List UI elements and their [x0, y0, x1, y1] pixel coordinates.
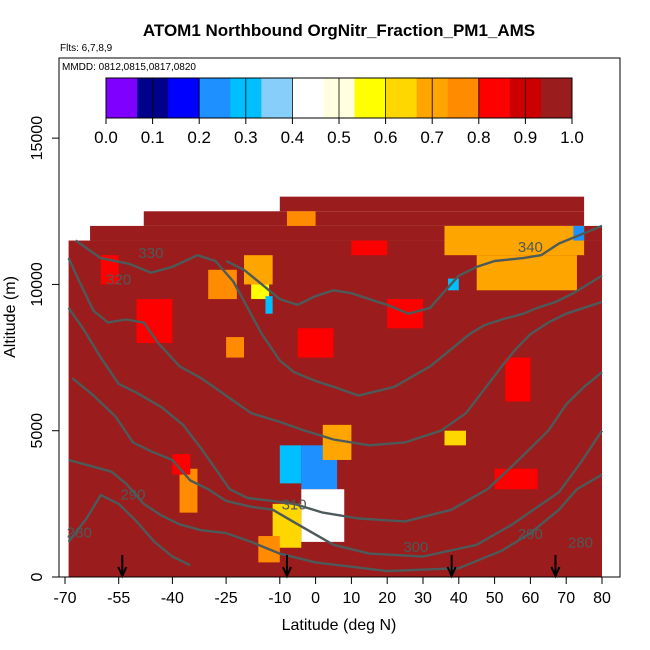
flight-marker-arrow-2: [446, 566, 457, 579]
x-tick-label-10: 50: [486, 590, 504, 607]
data-patch-18: [573, 225, 585, 241]
x-tick-label-12: 70: [557, 590, 575, 607]
colorbar-segment-11: [447, 78, 480, 118]
data-patches: [100, 211, 585, 563]
colorbar: 0.0 0.1 0.2 0.3 0.4 0.5 0.6 0.7 0.8 0.9 1.0: [94, 77, 584, 147]
data-patch-19: [448, 278, 459, 291]
colorbar-tick-label-6: 0.6: [374, 128, 398, 147]
data-region-2: [143, 211, 585, 226]
x-tick-label-6: 10: [343, 590, 361, 607]
contour-lines: [67, 224, 603, 573]
contour-label-1: 290: [121, 486, 146, 503]
contour-label-8: 280: [568, 535, 593, 552]
colorbar-segment-14: [540, 78, 573, 118]
data-region-3: [279, 196, 585, 212]
contour-label-0: 280: [67, 525, 92, 542]
colorbar-segment-0: [106, 78, 138, 118]
colorbar-tick-label-1: 0.1: [141, 128, 165, 147]
plot-frame: [58, 57, 621, 578]
x-tick-label-11: 60: [522, 590, 540, 607]
y-tick-label-3: 15000: [29, 116, 46, 161]
colorbar-tick-label-10: 1.0: [560, 128, 584, 147]
colorbar-segment-5: [261, 78, 293, 118]
data-patch-23: [387, 299, 423, 329]
x-tick-label-8: 30: [414, 590, 432, 607]
colorbar-tick-label-0: 0.0: [94, 128, 118, 147]
colorbar-segment-12: [478, 78, 511, 118]
colorbar-tick-label-4: 0.4: [281, 128, 305, 147]
contour-290: [68, 458, 603, 573]
x-tick-label-0: -70: [53, 590, 76, 607]
colorbar-tick-label-2: 0.2: [187, 128, 211, 147]
x-axis-label: Latitude (deg N): [282, 617, 397, 634]
contour-300: [71, 377, 603, 558]
colorbar-tick-label-9: 0.9: [514, 128, 538, 147]
colorbar-tick-label-8: 0.8: [467, 128, 491, 147]
plot-area: 280 290 300 310 320 330 340 290 280: [67, 196, 603, 577]
data-patch-11: [244, 255, 273, 285]
x-tick-label-7: 20: [378, 590, 396, 607]
colorbar-tick-label-3: 0.3: [234, 128, 258, 147]
data-patch-0: [179, 468, 198, 513]
contour-label-5: 330: [138, 245, 163, 262]
x-tick-label-13: 80: [593, 590, 611, 607]
contour-label-6: 340: [518, 239, 543, 256]
data-patch-15: [286, 211, 316, 226]
data-patch-2: [279, 445, 302, 484]
y-tick-label-2: 10000: [29, 262, 46, 307]
data-patch-1: [172, 454, 191, 475]
flight-marker-arrow-1: [282, 566, 292, 579]
colorbar-segment-3: [199, 78, 231, 118]
flight-marker-arrow-3: [550, 566, 561, 579]
data-patch-20: [136, 299, 173, 343]
contour-320: [67, 257, 603, 447]
contour-label-7: 290: [518, 526, 543, 543]
data-patch-10: [444, 430, 466, 446]
contour-label-2: 300: [403, 539, 428, 556]
chart-title: ATOM1 Northbound OrgNitr_Fraction_PM1_AM…: [143, 21, 535, 40]
data-patch-17: [476, 255, 577, 291]
contour-280: [67, 493, 191, 567]
data-patch-14: [226, 337, 244, 358]
data-patch-25: [351, 240, 388, 256]
x-axis: -70 -55 -40 -25 -10 0 10 20 30 40 50 60 70 80: [53, 577, 611, 607]
colorbar-segment-9: [385, 78, 418, 118]
x-tick-label-9: 40: [450, 590, 468, 607]
data-patch-16: [444, 225, 585, 256]
y-tick-label-1: 5000: [29, 413, 46, 449]
data-patch-21: [208, 269, 237, 300]
y-axis-label: Altitude (m): [2, 276, 19, 358]
contour-labels: 280 290 300 310 320 330 340 290 280: [67, 239, 593, 556]
colorbar-segment-8: [354, 78, 387, 118]
y-tick-label-0: 0: [29, 572, 46, 581]
chart-subtitle-flights: Flts: 6,7,8,9: [60, 43, 113, 54]
contour-label-3: 310: [282, 497, 307, 514]
data-patch-8: [494, 468, 538, 490]
x-tick-label-2: -40: [161, 590, 184, 607]
data-patch-24: [100, 255, 119, 285]
flight-markers: [117, 555, 561, 579]
contour-330: [75, 239, 603, 397]
x-tick-label-1: -55: [107, 590, 130, 607]
data-patch-9: [505, 357, 531, 402]
y-axis: 0 5000 10000 15000: [29, 116, 59, 581]
x-tick-label-4: -10: [268, 590, 291, 607]
colorbar-tick-label-5: 0.5: [327, 128, 351, 147]
contour-310: [67, 307, 603, 523]
chart-subtitle-dates: MMDD: 0812,0815,0817,0820: [62, 62, 196, 73]
contour-340: [225, 224, 603, 315]
contour-label-4: 320: [106, 271, 131, 288]
colorbar-segment-6: [292, 78, 324, 118]
x-tick-label-3: -25: [215, 590, 238, 607]
flight-marker-arrow-0: [117, 566, 128, 579]
x-tick-label-5: 0: [311, 590, 320, 607]
colorbar-segment-2: [168, 78, 200, 118]
data-patch-22: [297, 328, 334, 358]
colorbar-tick-label-7: 0.7: [420, 128, 444, 147]
data-patch-13: [265, 296, 273, 314]
